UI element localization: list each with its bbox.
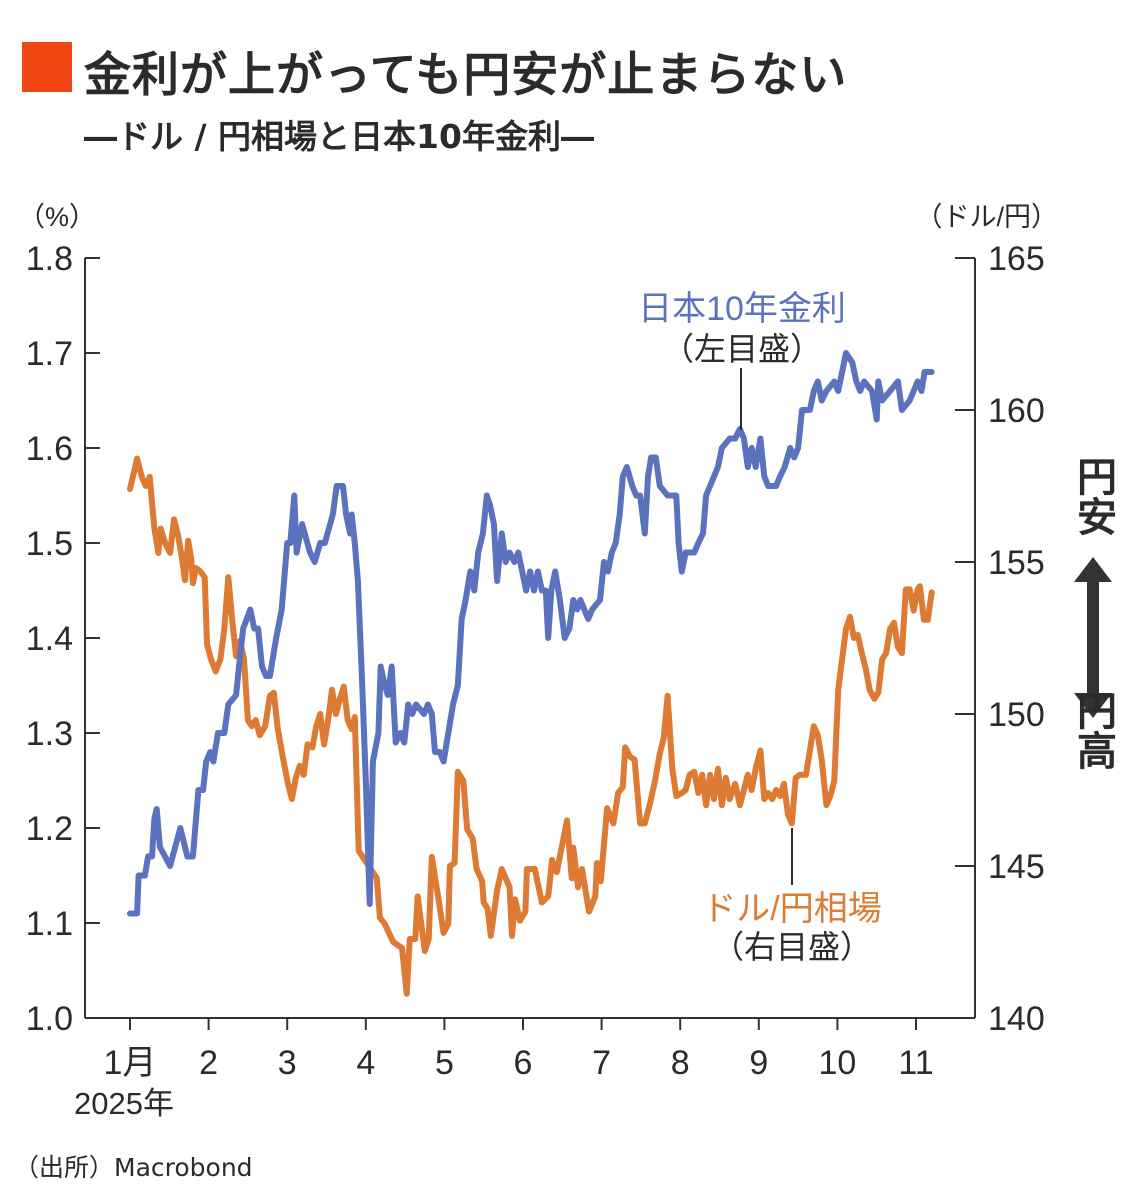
chart-subtitle: ―ドル / 円相場と日本10年金利― (84, 117, 594, 156)
x-axis-tick-label: 3 (278, 1044, 297, 1082)
x-axis-tick-label: 11 (898, 1044, 933, 1082)
left-axis-tick-label: 1.4 (26, 620, 73, 658)
yield-series-line (127, 350, 935, 917)
left-axis-tick-label: 1.5 (26, 525, 73, 563)
right-axis-tick-label: 160 (988, 392, 1045, 430)
strong-yen-label: 円高 (1071, 690, 1116, 770)
left-axis-unit: （%） (18, 202, 96, 232)
right-axis-tick-label: 150 (988, 696, 1045, 734)
left-axis-tick-label: 1.6 (26, 430, 73, 468)
x-axis-tick-label: 2 (199, 1044, 218, 1082)
usdjpy-series-line (127, 455, 935, 997)
right-axis-tick-label: 140 (988, 1000, 1045, 1038)
left-axis-tick-label: 1.2 (26, 810, 73, 848)
yield-scale-note: （左目盛） (662, 331, 822, 367)
left-axis-tick-label: 1.8 (26, 240, 73, 278)
x-axis-tick-label: 10 (818, 1044, 856, 1082)
title-marker (22, 42, 72, 92)
chart-title: 金利が上がっても円安が止まらない (84, 48, 848, 103)
right-axis-tick-label: 165 (988, 240, 1045, 278)
double-arrow-icon (1074, 557, 1112, 718)
weak-yen-label: 円安 (1071, 456, 1116, 536)
x-axis-tick-label: 7 (592, 1044, 611, 1082)
yield-label: 日本10年金利 (638, 290, 846, 328)
x-axis-tick-label: 9 (749, 1044, 768, 1082)
source-note: （出所）Macrobond (14, 1153, 253, 1182)
right-axis-tick-label: 145 (988, 848, 1045, 886)
left-axis-tick-label: 1.0 (26, 1000, 73, 1038)
left-axis-tick-label: 1.7 (26, 335, 73, 373)
right-axis-unit: （ドル/円） (915, 202, 1058, 232)
x-axis-tick-label: 8 (671, 1044, 690, 1082)
usdjpy-scale-note: （右目盛） (712, 929, 872, 965)
x-axis-tick-label: 5 (435, 1044, 454, 1082)
left-axis-tick-label: 1.3 (26, 715, 73, 753)
year-label: 2025年 (74, 1086, 174, 1121)
x-axis-tick-label: 4 (356, 1044, 375, 1082)
usdjpy-label: ドル/円相場 (702, 890, 881, 928)
right-axis-tick-label: 155 (988, 544, 1045, 582)
x-axis-tick-label: 6 (514, 1044, 533, 1082)
x-axis-tick-label: 1月 (104, 1044, 157, 1082)
left-axis-tick-label: 1.1 (26, 905, 73, 943)
